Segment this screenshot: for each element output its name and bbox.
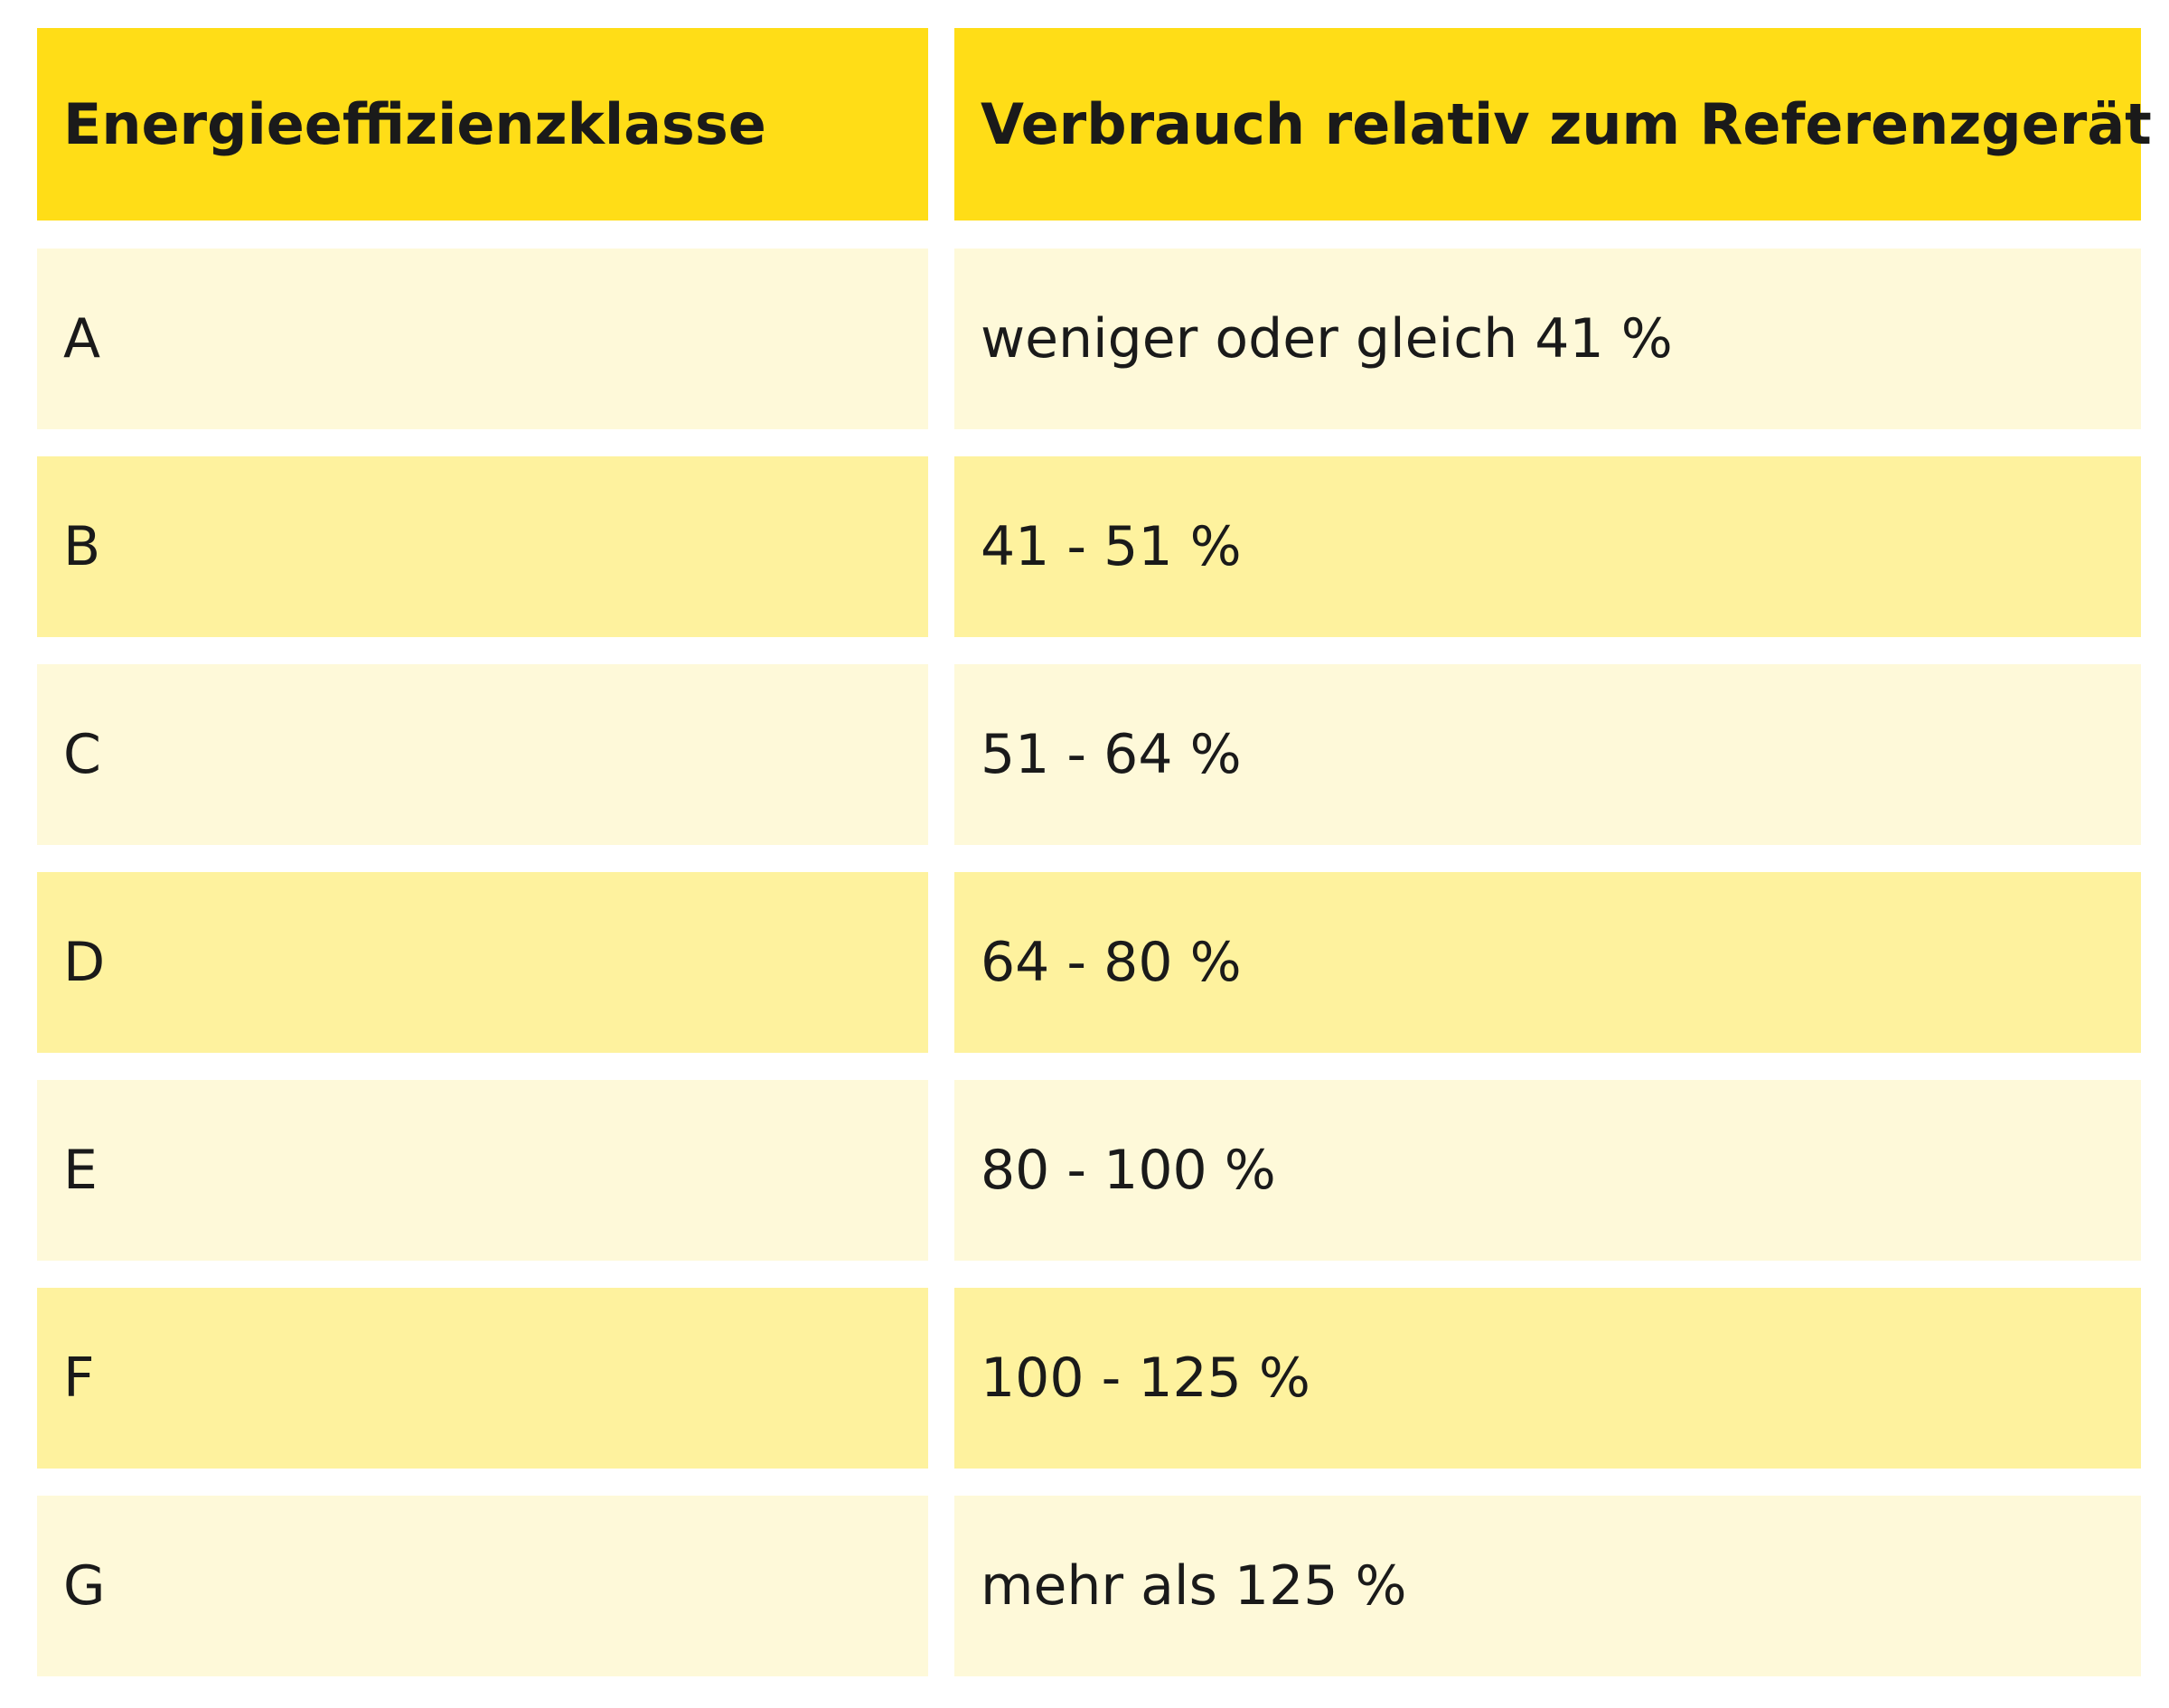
header-cell: Verbrauch relativ zum Referenzgerät [954,28,2152,221]
table-cell: weniger oder gleich 41 % [954,249,2141,429]
table-cell: 100 - 125 % [954,1288,2141,1469]
table-cell: G [37,1496,928,1676]
table-cell: 64 - 80 % [954,872,2141,1053]
table: Energieeffizienzklasse Verbrauch relativ … [37,28,2152,1676]
table-cell: 51 - 64 % [954,664,2141,845]
header-cell: Energieeffizienzklasse [37,28,928,221]
table-cell: mehr als 125 % [954,1496,2141,1676]
table-cell: F [37,1288,928,1469]
table-cell: A [37,249,928,429]
table-cell: 80 - 100 % [954,1080,2141,1261]
table-cell: D [37,872,928,1053]
table-cell: C [37,664,928,845]
table-cell: 41 - 51 % [954,456,2141,637]
table-cell: E [37,1080,928,1261]
table-cell: B [37,456,928,637]
